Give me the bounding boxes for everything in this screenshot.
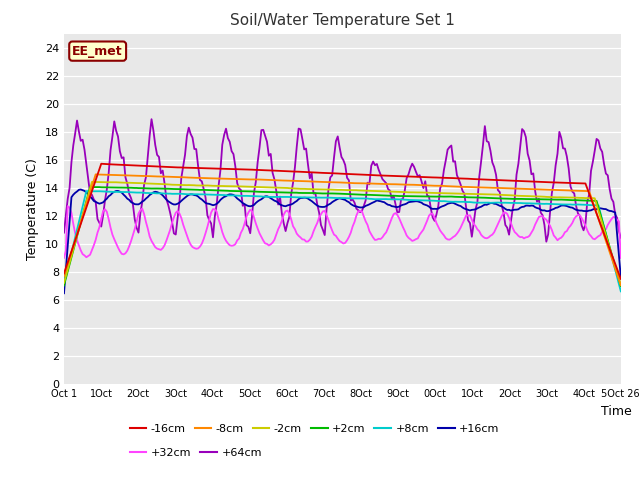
Title: Soil/Water Temperature Set 1: Soil/Water Temperature Set 1 [230, 13, 455, 28]
Legend: +32cm, +64cm: +32cm, +64cm [125, 444, 266, 463]
X-axis label: Time: Time [601, 405, 632, 418]
Text: EE_met: EE_met [72, 45, 123, 58]
Y-axis label: Temperature (C): Temperature (C) [26, 158, 39, 260]
